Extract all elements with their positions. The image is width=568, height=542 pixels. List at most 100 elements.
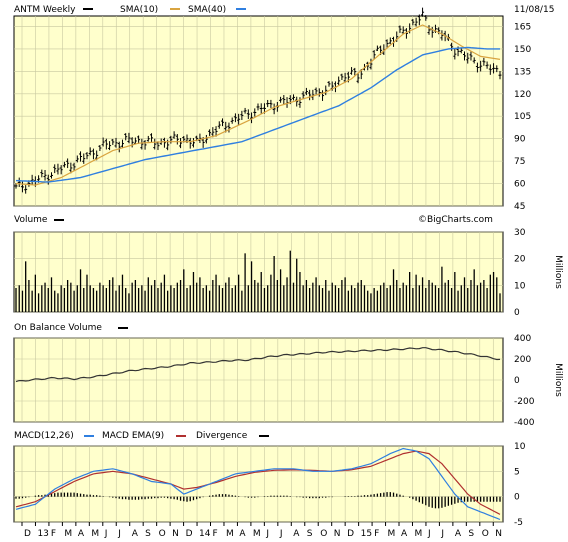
x-tick-label: N [334, 529, 341, 539]
y-tick-label: 5 [514, 467, 520, 477]
y-tick-label: 30 [514, 228, 526, 238]
sma10-line [15, 24, 501, 186]
x-tick-label: J [440, 529, 444, 539]
y-tick-label: 0 [514, 493, 520, 503]
x-tick-label: S [145, 529, 151, 539]
watermark: ©BigCharts.com [418, 215, 493, 225]
sma40-legend-swatch [236, 8, 246, 10]
sma40-line [15, 46, 500, 183]
x-tick-label: M [388, 529, 396, 539]
x-tick-label: M [91, 529, 99, 539]
obv-title: On Balance Volume [14, 323, 102, 333]
y-tick-label: 105 [514, 112, 531, 122]
macd-tick-labels: -5 0 5 10 [514, 442, 526, 528]
price-panel-bg [13, 15, 504, 207]
macd-ema-label: MACD EMA(9) [102, 431, 164, 441]
volume-grid [14, 231, 503, 313]
x-tick-label: A [132, 529, 139, 539]
y-tick-label: 75 [514, 157, 525, 167]
x-tick-label: J [265, 529, 269, 539]
x-tick-label: M [64, 529, 72, 539]
y-tick-label: 135 [514, 67, 531, 77]
y-tick-label: 200 [514, 355, 531, 365]
macd-header: MACD(12,26) MACD EMA(9) Divergence [14, 431, 269, 441]
obv-header: On Balance Volume [14, 323, 128, 333]
y-tick-label: 165 [514, 22, 531, 32]
x-tick-label: A [293, 529, 300, 539]
obv-legend-swatch [118, 327, 128, 329]
macd-ema-legend-swatch [176, 435, 186, 437]
y-tick-label: 10 [514, 442, 526, 452]
y-tick-label: -5 [514, 518, 523, 528]
macd-panel: -5 0 5 10 [13, 442, 526, 528]
y-tick-label: 60 [514, 180, 526, 190]
price-tick-labels: 45 60 75 90 105 120 135 150 165 [514, 22, 531, 212]
x-tick-label: N [495, 529, 502, 539]
x-axis-month-labels: D 13 F M A M J J A S O N D 14 F M A M J J A S O N D 15 F M A M J J A S O N [21, 522, 502, 539]
volume-title: Volume [14, 215, 48, 225]
volume-header: Volume ©BigCharts.com [14, 215, 493, 225]
price-grid [14, 16, 503, 207]
y-tick-label: -200 [514, 397, 535, 407]
volume-legend-swatch [54, 219, 64, 221]
date-label: 11/08/15 [514, 5, 554, 15]
sma40-label: SMA(40) [188, 5, 226, 15]
y-tick-label: 150 [514, 45, 531, 55]
macd-line [15, 447, 501, 521]
x-tick-label: F [374, 529, 379, 539]
x-tick-label: M [414, 529, 422, 539]
x-tick-label: J [104, 529, 108, 539]
x-tick-label: A [239, 529, 246, 539]
x-tick-label: 13 [37, 529, 48, 539]
x-tick-label: N [172, 529, 179, 539]
volume-panel: 0 10 20 30 Millions [13, 228, 563, 318]
x-tick-label: S [307, 529, 313, 539]
x-tick-label: J [427, 529, 431, 539]
y-tick-label: 20 [514, 255, 526, 265]
price-legend: ANTM Weekly SMA(10) SMA(40) 11/08/15 [14, 5, 554, 15]
macd-legend-swatch [84, 435, 94, 437]
y-tick-label: 400 [514, 334, 531, 344]
obv-ylabel: Millions [553, 363, 563, 397]
volume-bars [15, 250, 501, 312]
macd-label: MACD(12,26) [14, 431, 74, 441]
x-tick-label: 14 [199, 529, 211, 539]
x-tick-label: O [320, 529, 327, 539]
price-panel: 45 60 75 90 105 120 135 150 165 [13, 7, 531, 212]
divergence-label: Divergence [196, 431, 248, 441]
obv-tick-labels: -400 -200 0 200 400 [514, 334, 535, 428]
sma10-label: SMA(10) [120, 5, 158, 15]
x-tick-label: A [78, 529, 85, 539]
price-legend-swatch [83, 8, 93, 10]
x-tick-label: F [51, 529, 56, 539]
x-tick-label: A [401, 529, 408, 539]
x-tick-label: 15 [361, 529, 372, 539]
sma10-legend-swatch [170, 8, 180, 10]
x-tick-label: O [159, 529, 166, 539]
y-tick-label: 0 [514, 376, 520, 386]
y-tick-label: 90 [514, 135, 526, 145]
y-tick-label: 45 [514, 202, 525, 212]
price-ohlc-bars [14, 7, 502, 194]
x-tick-label: O [482, 529, 489, 539]
divergence-legend-swatch [259, 435, 269, 437]
x-tick-label: A [455, 529, 462, 539]
x-tick-label: S [468, 529, 474, 539]
volume-tick-labels: 0 10 20 30 [514, 228, 526, 318]
y-tick-label: 10 [514, 281, 526, 291]
x-tick-label: M [226, 529, 234, 539]
x-tick-label: D [347, 529, 354, 539]
obv-grid [14, 337, 503, 423]
y-tick-label: 0 [514, 308, 520, 318]
y-tick-label: -400 [514, 418, 535, 428]
obv-panel: -400 -200 0 200 400 Millions [13, 334, 563, 428]
x-tick-label: F [213, 529, 218, 539]
obv-line [15, 347, 501, 383]
macd-ema-line [15, 450, 501, 515]
y-tick-label: 120 [514, 90, 531, 100]
x-tick-label: D [24, 529, 31, 539]
x-tick-label: M [253, 529, 261, 539]
x-tick-label: J [117, 529, 121, 539]
x-tick-label: D [186, 529, 193, 539]
